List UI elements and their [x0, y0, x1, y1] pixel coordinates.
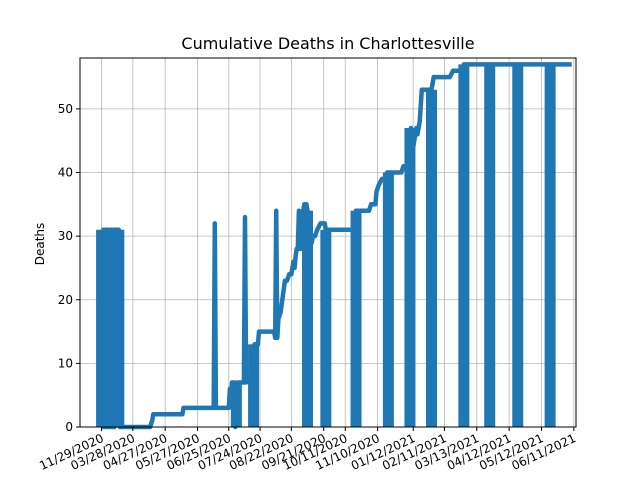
- y-tick-label: 50: [58, 102, 73, 116]
- chart-title: Cumulative Deaths in Charlottesville: [181, 34, 474, 53]
- series-bar-mark: [350, 210, 362, 427]
- series-bar-mark: [382, 172, 394, 427]
- series-bar-mark: [404, 127, 416, 427]
- series-line: [101, 62, 572, 430]
- y-tick-label: 0: [65, 420, 73, 434]
- y-tick-label: 40: [58, 166, 73, 180]
- series-bar-mark: [248, 344, 260, 427]
- series-bar-mark: [320, 229, 332, 427]
- series-bar-mark: [458, 64, 470, 428]
- y-tick-label: 10: [58, 356, 73, 370]
- series-bar-mark: [426, 89, 438, 427]
- y-axis-label: Deaths: [33, 223, 47, 266]
- series-bar-mark: [484, 64, 496, 428]
- axes-frame: [79, 57, 577, 428]
- y-tick-label: 20: [58, 293, 73, 307]
- series-bar-mark: [544, 64, 556, 428]
- data-layer: [96, 62, 572, 430]
- y-tick-label: 30: [58, 229, 73, 243]
- series-bar-mark: [302, 210, 314, 427]
- series-bar-mark: [512, 64, 524, 428]
